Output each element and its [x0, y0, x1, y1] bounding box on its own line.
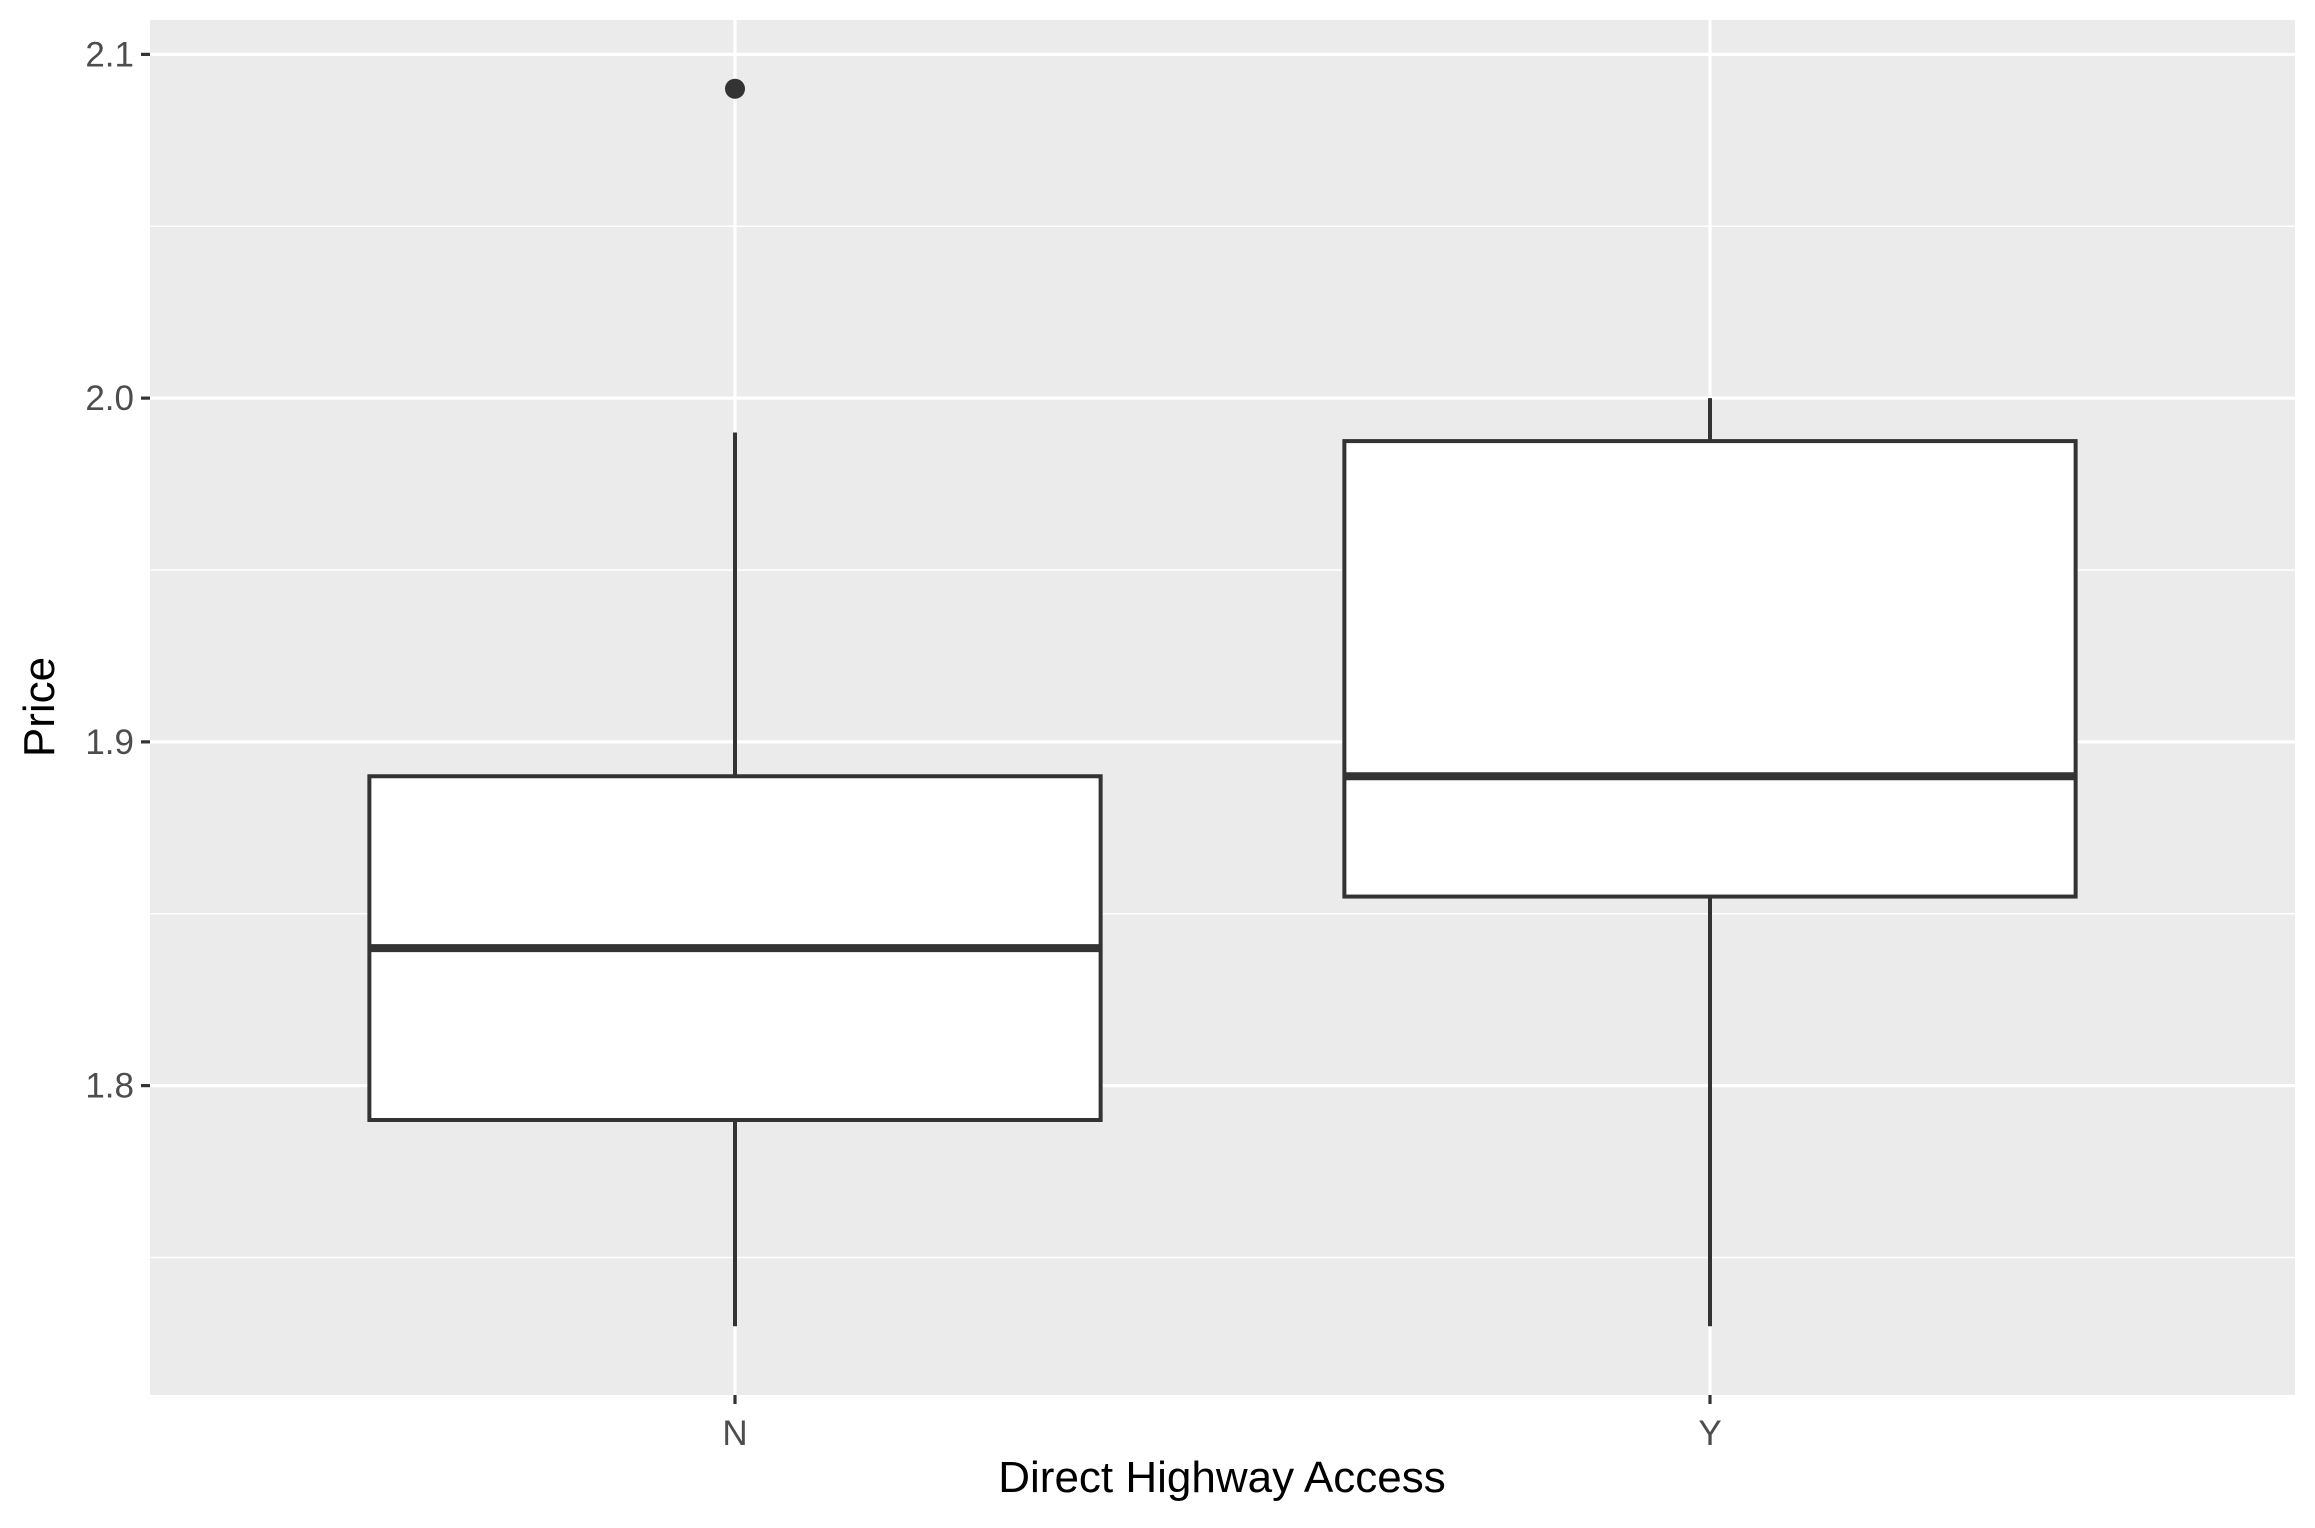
y-tick-label: 2.0 [85, 379, 134, 418]
y-axis-title: Price [15, 657, 64, 757]
y-tick-label: 1.9 [85, 723, 134, 762]
y-axis: 1.8 1.9 2.0 2.1 [85, 35, 150, 1106]
boxes-layer [367, 78, 2078, 1327]
x-tick-label: N [722, 1414, 747, 1453]
y-tick-label: 1.8 [85, 1067, 134, 1106]
x-axis-title: Direct Highway Access [998, 1453, 1445, 1502]
y-tick-label: 2.1 [85, 35, 134, 74]
outlier-point [725, 78, 745, 99]
x-tick-label: Y [1698, 1414, 1721, 1453]
box-N [367, 78, 1103, 1327]
iqr-box [1342, 439, 2078, 899]
box-Y [1342, 398, 2078, 1327]
